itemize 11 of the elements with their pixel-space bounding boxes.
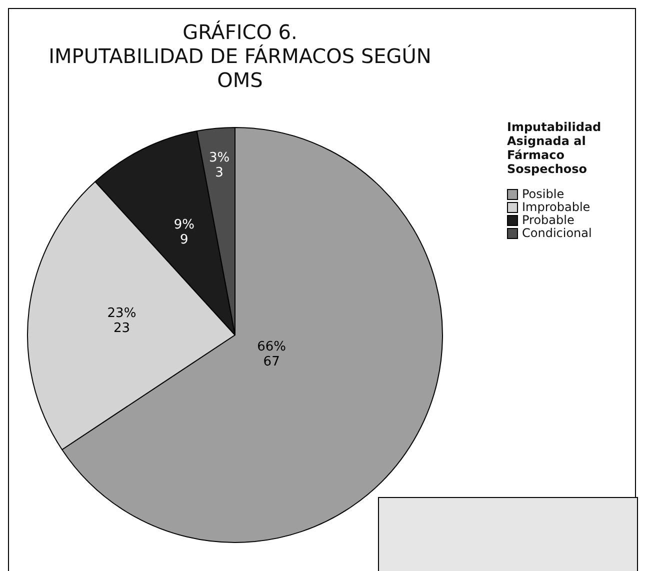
data-label: 66% 67 [257, 340, 286, 370]
legend-label: Posible [522, 187, 564, 201]
chart-title: GRÁFICO 6. [182, 20, 298, 44]
legend-title: Imputabilidad Asignada al Fármaco Sospechoso [507, 120, 602, 176]
legend-label: Condicional [522, 226, 592, 240]
data-label: 9% 9 [174, 218, 194, 248]
chart-subtitle: IMPUTABILIDAD DE FÁRMACOS SEGÚN OMS [48, 44, 432, 92]
data-label: 23% 23 [107, 306, 136, 336]
legend-label: Improbable [522, 200, 590, 214]
data-label: 3% 3 [208, 150, 230, 180]
legend-label: Probable [522, 213, 574, 227]
